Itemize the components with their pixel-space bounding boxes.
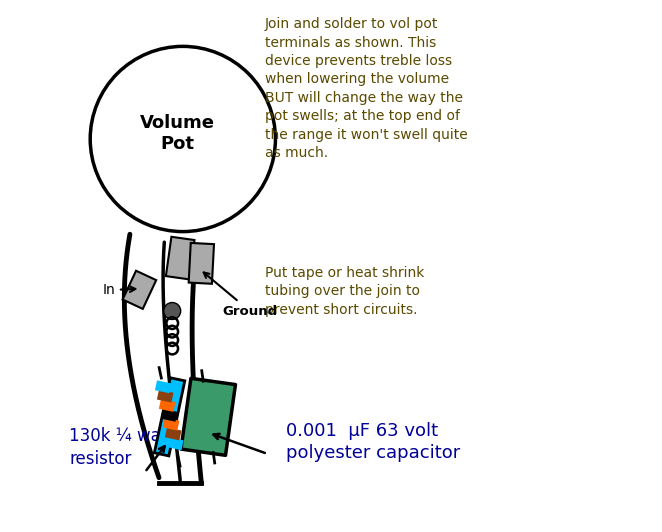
Polygon shape [163,418,179,430]
Polygon shape [167,437,183,450]
Polygon shape [157,389,173,403]
Polygon shape [181,378,236,455]
Polygon shape [122,271,156,309]
Polygon shape [165,427,181,440]
Polygon shape [166,237,195,279]
Polygon shape [155,380,171,393]
Text: Join and solder to vol pot
terminals as shown. This
device prevents treble loss
: Join and solder to vol pot terminals as … [265,17,467,160]
Polygon shape [189,243,214,284]
Text: Volume
Pot: Volume Pot [140,114,215,153]
Circle shape [90,46,275,231]
Text: Ground: Ground [204,272,277,318]
Polygon shape [161,409,177,422]
Polygon shape [154,378,185,456]
Text: 130k ¼ watt
resistor: 130k ¼ watt resistor [69,427,174,468]
Circle shape [164,303,181,319]
Text: 0.001  μF 63 volt
polyester capacitor: 0.001 μF 63 volt polyester capacitor [286,422,460,462]
Text: Put tape or heat shrink
tubing over the join to
prevent short circuits.: Put tape or heat shrink tubing over the … [265,266,424,317]
Text: In: In [103,283,135,297]
Polygon shape [159,399,175,412]
